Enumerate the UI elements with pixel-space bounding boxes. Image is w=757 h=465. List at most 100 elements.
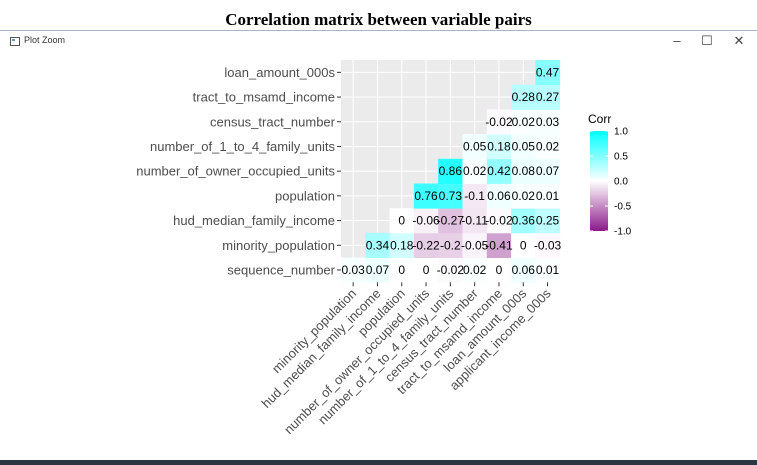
y-axis: sequence_number minority_population hud_me… <box>136 65 341 277</box>
heatmap-cell <box>438 232 463 258</box>
heatmap-cells <box>341 60 561 283</box>
cell-value-label: -0.2 <box>440 238 461 252</box>
cell-value-label: 0.07 <box>536 164 560 178</box>
heatmap-cell <box>413 183 439 209</box>
cell-value-label: -0.41 <box>485 238 513 252</box>
cell-value-label: 0 <box>398 263 405 277</box>
heatmap-cell <box>389 208 415 234</box>
heatmap-cell <box>511 232 536 258</box>
cell-value-label: 0.02 <box>463 263 487 277</box>
heatmap-cell <box>462 134 488 160</box>
cell-value-label: 0.06 <box>487 189 511 203</box>
cell-value-label: 0.18 <box>390 238 414 252</box>
cell-value-label: 0.03 <box>341 263 365 277</box>
legend-tick-label: 1.0 <box>614 127 628 138</box>
legend-tick-label: -1.0 <box>614 227 632 238</box>
heatmap-cell <box>462 158 488 184</box>
heatmap-cell <box>535 208 561 234</box>
cell-value-label: 0.08 <box>512 164 536 178</box>
heatmap-cell <box>535 232 561 258</box>
heatmap-cell <box>511 84 536 110</box>
heatmap-cell <box>462 208 488 234</box>
heatmap-cell <box>389 232 415 258</box>
minimize-button[interactable]: – <box>673 33 681 48</box>
cell-value-label: 0.42 <box>487 164 511 178</box>
heatmap-cell <box>365 232 390 258</box>
legend: Corr 1.0 0.5 0.0 -0.5 -1.0 <box>588 112 632 238</box>
y-tick-label: census_tract_number <box>210 114 336 129</box>
heatmap-cell <box>535 109 561 135</box>
heatmap-cell <box>486 158 512 184</box>
heatmap-cell <box>511 158 536 184</box>
heatmap-cell <box>438 208 463 234</box>
legend-tick-label: -0.5 <box>614 202 632 213</box>
heatmap-cell <box>365 257 390 283</box>
cell-value-label: 0.86 <box>439 164 463 178</box>
window-titlebar: Plot Zoom – ☐ ✕ <box>0 31 757 51</box>
heatmap-cell <box>413 257 439 283</box>
cell-value-label: -0.1 <box>464 189 485 203</box>
cell-value-label: -0.02 <box>485 214 513 228</box>
cell-value-label: 0.02 <box>536 139 560 153</box>
cell-value-label: 0.01 <box>536 263 560 277</box>
cell-value-label: 0.47 <box>536 65 560 79</box>
heatmap-cell <box>511 183 536 209</box>
cell-value-label: 0.02 <box>512 115 536 129</box>
heatmap-cell <box>535 84 561 110</box>
heatmap-cell <box>462 183 488 209</box>
heatmap-cell <box>486 208 512 234</box>
cell-value-label: 0 <box>520 238 527 252</box>
heatmap-cell <box>413 208 439 234</box>
plot-zoom-app-icon <box>10 37 20 46</box>
y-tick-label: sequence_number <box>227 262 335 277</box>
cell-value-label: -0.22 <box>412 238 440 252</box>
y-tick-label: population <box>275 188 335 203</box>
cell-value-label: 0.01 <box>536 189 560 203</box>
cell-value-label: 0 <box>423 263 430 277</box>
cell-value-label: -0.27 <box>437 214 465 228</box>
heatmap-cell <box>438 158 463 184</box>
legend-colorbar <box>590 131 608 231</box>
cell-value-label: -0.02 <box>437 263 465 277</box>
cell-value-label: 0.07 <box>366 263 390 277</box>
heatmap-cell <box>389 257 415 283</box>
cell-value-label: 0 <box>496 263 503 277</box>
heatmap-cell <box>413 232 439 258</box>
heatmap-cell <box>511 257 536 283</box>
heatmap-cell <box>511 134 536 160</box>
heatmap-cell <box>438 257 463 283</box>
heatmap-cell <box>341 257 366 283</box>
maximize-button[interactable]: ☐ <box>701 33 713 48</box>
cell-value-label: 0.28 <box>512 90 536 104</box>
heatmap-cell <box>511 109 536 135</box>
heatmap-cell <box>486 232 512 258</box>
cell-value-label: 0.02 <box>512 189 536 203</box>
legend-title: Corr <box>588 112 611 126</box>
cell-value-label: 0 <box>398 214 405 228</box>
cell-value-label: 0.36 <box>512 214 536 228</box>
heatmap-cell <box>462 257 488 283</box>
cell-value-label: 0.05 <box>512 139 536 153</box>
x-axis: minority_populationhud_median_family_inc… <box>259 282 554 437</box>
y-tick-label: number_of_1_to_4_family_units <box>150 139 336 154</box>
cell-value-label: 0.25 <box>536 214 560 228</box>
close-button[interactable]: ✕ <box>733 33 745 48</box>
heatmap-cell <box>486 109 512 135</box>
cell-value-label: -0.05 <box>461 238 489 252</box>
cell-value-label: 0.03 <box>536 115 560 129</box>
legend-tick-label: 0.0 <box>614 177 628 188</box>
cell-value-label: -0.11 <box>461 214 488 228</box>
heatmap-cell <box>486 183 512 209</box>
heatmap-cell <box>486 134 512 160</box>
y-tick-label: tract_to_msamd_income <box>193 90 335 105</box>
cell-value-label: -0.03 <box>534 238 562 252</box>
cell-value-label: 0.73 <box>439 189 463 203</box>
y-tick-label: hud_median_family_income <box>173 213 335 228</box>
window-title: Plot Zoom <box>24 35 66 45</box>
heatmap-cell <box>486 257 512 283</box>
y-tick-label: loan_amount_000s <box>224 65 335 80</box>
cell-value-label: -0.02 <box>485 115 513 129</box>
heatmap-cell <box>462 232 488 258</box>
legend-ticks: 1.0 0.5 0.0 -0.5 -1.0 <box>590 127 632 238</box>
